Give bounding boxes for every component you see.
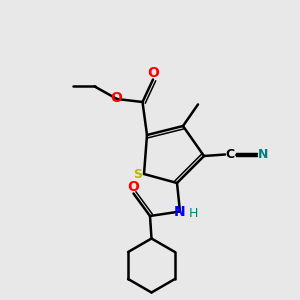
- Text: N: N: [174, 205, 186, 219]
- Text: O: O: [147, 66, 159, 80]
- Text: O: O: [127, 180, 139, 194]
- Text: N: N: [258, 148, 268, 161]
- Text: S: S: [133, 167, 142, 181]
- Text: O: O: [110, 92, 122, 105]
- Text: H: H: [189, 207, 198, 220]
- Text: C: C: [226, 148, 235, 161]
